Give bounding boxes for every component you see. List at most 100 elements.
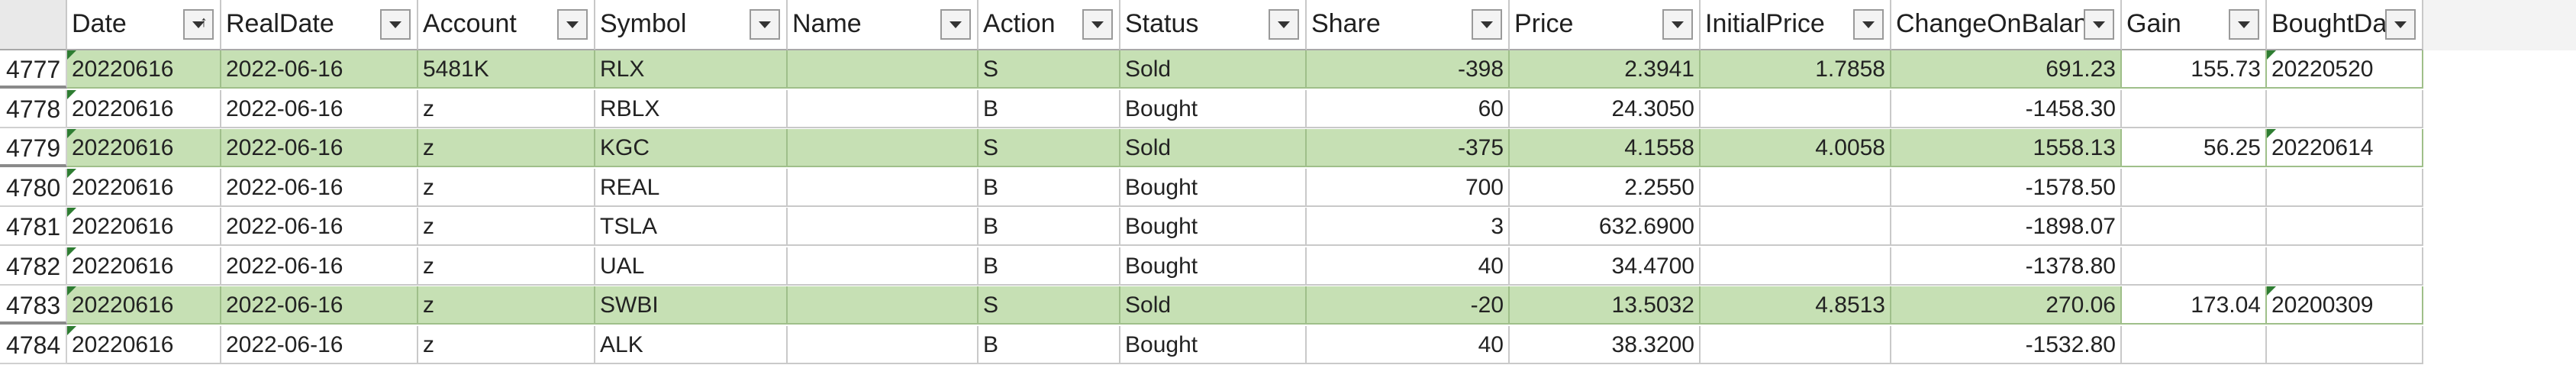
column-header-date[interactable]: Date ↑ [67,0,221,50]
cell-boughtdate[interactable] [2267,168,2423,207]
cell-account[interactable]: z [418,89,595,128]
cell-date[interactable]: 20220616 [67,129,221,167]
filter-dropdown-icon[interactable] [2084,9,2114,40]
cell-price[interactable]: 34.4700 [1510,247,1701,286]
column-header-name[interactable]: Name [788,0,978,50]
cell-date[interactable]: 20220616 [67,247,221,286]
cell-symbol[interactable]: UAL [595,247,788,286]
cell-change[interactable]: 270.06 [1891,286,2122,325]
cell-price[interactable]: 632.6900 [1510,208,1701,246]
cell-action[interactable]: S [978,50,1120,89]
cell-price[interactable]: 2.3941 [1510,50,1701,89]
cell-status[interactable]: Bought [1120,208,1307,246]
cell-change[interactable]: -1378.80 [1891,247,2122,286]
cell-share[interactable]: -20 [1307,286,1510,325]
column-header-share[interactable]: Share [1307,0,1510,50]
cell-status[interactable]: Bought [1120,168,1307,207]
cell-name[interactable] [788,208,978,246]
select-all-corner[interactable] [0,0,67,50]
cell-name[interactable] [788,247,978,286]
cell-date[interactable]: 20220616 [67,325,221,364]
cell-status[interactable]: Sold [1120,50,1307,89]
cell-action[interactable]: S [978,129,1120,167]
cell-realdate[interactable]: 2022-06-16 [221,247,418,286]
cell-action[interactable]: B [978,89,1120,128]
cell-initialprice[interactable] [1701,208,1891,246]
cell-gain[interactable] [2122,89,2267,128]
filter-dropdown-icon[interactable] [940,9,971,40]
cell-gain[interactable]: 56.25 [2122,129,2267,167]
cell-status[interactable]: Sold [1120,286,1307,325]
cell-change[interactable]: 691.23 [1891,50,2122,89]
table-row[interactable]: 4781 20220616 2022-06-16 z TSLA B Bought 3 632.6… [0,208,2576,246]
cell-account[interactable]: z [418,325,595,364]
cell-share[interactable]: 40 [1307,325,1510,364]
column-header-realdate[interactable]: RealDate [221,0,418,50]
filter-dropdown-icon[interactable] [2385,9,2416,40]
cell-price[interactable]: 38.3200 [1510,325,1701,364]
cell-action[interactable]: S [978,286,1120,325]
cell-status[interactable]: Sold [1120,129,1307,167]
cell-symbol[interactable]: KGC [595,129,788,167]
cell-account[interactable]: 5481K [418,50,595,89]
cell-date[interactable]: 20220616 [67,89,221,128]
filter-dropdown-icon[interactable] [1082,9,1113,40]
cell-boughtdate[interactable] [2267,89,2423,128]
table-row[interactable]: 4783 20220616 2022-06-16 z SWBI S Sold -20 13.50… [0,286,2576,325]
filter-dropdown-icon[interactable] [750,9,780,40]
cell-account[interactable]: z [418,168,595,207]
cell-share[interactable]: 3 [1307,208,1510,246]
filter-dropdown-icon[interactable] [1853,9,1884,40]
cell-initialprice[interactable] [1701,325,1891,364]
filter-dropdown-icon[interactable] [1662,9,1693,40]
cell-share[interactable]: -375 [1307,129,1510,167]
cell-gain[interactable]: 173.04 [2122,286,2267,325]
cell-symbol[interactable]: RLX [595,50,788,89]
filter-dropdown-icon[interactable] [557,9,588,40]
cell-status[interactable]: Bought [1120,89,1307,128]
cell-name[interactable] [788,168,978,207]
column-header-gain[interactable]: Gain [2122,0,2267,50]
cell-action[interactable]: B [978,208,1120,246]
cell-boughtdate[interactable]: 20200309 [2267,286,2423,325]
table-row[interactable]: 4779 20220616 2022-06-16 z KGC S Sold -375 4.155… [0,129,2576,167]
cell-initialprice[interactable] [1701,247,1891,286]
cell-name[interactable] [788,50,978,89]
cell-realdate[interactable]: 2022-06-16 [221,208,418,246]
table-row[interactable]: 4777 20220616 2022-06-16 5481K RLX S Sold -398 2… [0,50,2576,89]
cell-price[interactable]: 4.1558 [1510,129,1701,167]
cell-gain[interactable] [2122,168,2267,207]
filter-dropdown-icon[interactable] [1472,9,1502,40]
cell-change[interactable]: 1558.13 [1891,129,2122,167]
cell-account[interactable]: z [418,129,595,167]
cell-name[interactable] [788,325,978,364]
cell-name[interactable] [788,89,978,128]
cell-symbol[interactable]: RBLX [595,89,788,128]
cell-account[interactable]: z [418,247,595,286]
cell-realdate[interactable]: 2022-06-16 [221,286,418,325]
cell-gain[interactable] [2122,325,2267,364]
column-header-symbol[interactable]: Symbol [595,0,788,50]
filter-dropdown-icon[interactable] [2229,9,2259,40]
cell-date[interactable]: 20220616 [67,208,221,246]
cell-initialprice[interactable] [1701,89,1891,128]
cell-price[interactable]: 2.2550 [1510,168,1701,207]
cell-realdate[interactable]: 2022-06-16 [221,325,418,364]
table-row[interactable]: 4782 20220616 2022-06-16 z UAL B Bought 40 34.47… [0,247,2576,286]
cell-name[interactable] [788,286,978,325]
cell-action[interactable]: B [978,325,1120,364]
cell-status[interactable]: Bought [1120,247,1307,286]
cell-date[interactable]: 20220616 [67,168,221,207]
cell-price[interactable]: 24.3050 [1510,89,1701,128]
cell-initialprice[interactable]: 4.8513 [1701,286,1891,325]
column-header-status[interactable]: Status [1120,0,1307,50]
cell-gain[interactable] [2122,247,2267,286]
cell-initialprice[interactable]: 4.0058 [1701,129,1891,167]
column-header-account[interactable]: Account [418,0,595,50]
cell-symbol[interactable]: REAL [595,168,788,207]
cell-boughtdate[interactable] [2267,247,2423,286]
cell-gain[interactable]: 155.73 [2122,50,2267,89]
cell-date[interactable]: 20220616 [67,50,221,89]
cell-share[interactable]: 700 [1307,168,1510,207]
cell-action[interactable]: B [978,247,1120,286]
